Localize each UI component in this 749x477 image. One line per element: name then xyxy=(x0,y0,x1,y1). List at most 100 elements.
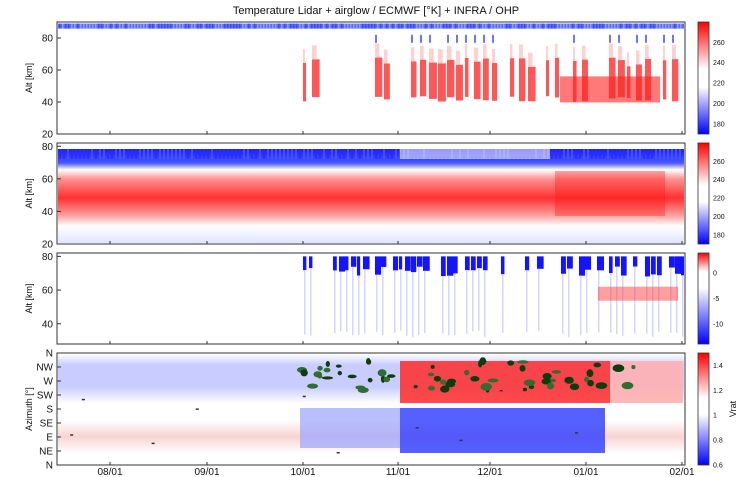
detection-marker xyxy=(519,365,526,372)
airglow-cell xyxy=(140,23,142,29)
ecmwf-cell xyxy=(599,149,601,159)
airglow-cell xyxy=(653,23,655,29)
lidar-profile xyxy=(465,58,469,97)
airglow-cell xyxy=(104,23,106,29)
diff-cold-cell xyxy=(465,256,470,271)
diff-cold-cell xyxy=(357,256,361,276)
airglow-cell xyxy=(512,23,514,29)
ecmwf-cell xyxy=(63,149,65,159)
colorbar-label: Vrat xyxy=(728,400,738,417)
airglow-cell xyxy=(671,23,673,29)
diff-trace xyxy=(676,273,678,333)
diff-cold-cell xyxy=(309,256,313,269)
airglow-cell xyxy=(464,23,466,29)
ecmwf-cell xyxy=(239,149,241,159)
diff-trace xyxy=(400,269,402,331)
ecmwf-cell xyxy=(591,149,593,159)
airglow-cell xyxy=(272,23,274,29)
detection-marker xyxy=(517,360,529,364)
airglow-cell xyxy=(503,23,505,29)
ecmwf-cell xyxy=(99,149,101,159)
diff-cold-cell xyxy=(447,256,454,276)
detection-marker xyxy=(81,398,85,401)
detection-marker xyxy=(317,365,323,371)
diff-cold-cell xyxy=(333,256,337,271)
airglow-cell xyxy=(149,23,151,29)
airglow-cell xyxy=(128,23,130,29)
diff-trace xyxy=(364,269,366,334)
ytick-label: SW xyxy=(37,391,54,402)
airglow-cell xyxy=(233,23,235,29)
lidar-profile-upper xyxy=(411,47,415,62)
lidar-profile-upper xyxy=(312,45,317,60)
airglow-cell xyxy=(248,23,250,29)
airglow-cell xyxy=(596,23,598,29)
lidar-profile xyxy=(492,63,498,101)
diff-cold-cell xyxy=(375,256,382,275)
diff-trace xyxy=(562,273,564,334)
airglow-cell xyxy=(293,23,295,29)
ytick-label: NE xyxy=(39,447,53,458)
ecmwf-cell xyxy=(307,149,309,159)
airglow-cell xyxy=(461,23,463,29)
airglow-cell xyxy=(281,23,283,29)
lidar-profile-upper xyxy=(375,43,380,58)
airglow-cell xyxy=(632,23,634,29)
detection-marker xyxy=(151,442,155,445)
colorbar-1 xyxy=(697,21,710,135)
colorbar-4-tick-label: 0.8 xyxy=(713,438,723,445)
ecmwf-cell xyxy=(275,149,277,159)
airglow-cell xyxy=(650,23,652,29)
ecmwf-cell xyxy=(619,149,621,159)
ecmwf-cell xyxy=(299,149,301,159)
airglow-cell xyxy=(257,23,259,29)
lidar-profile xyxy=(420,59,427,97)
airglow-cell xyxy=(167,23,169,29)
ecmwf-cell xyxy=(607,149,609,159)
airglow-cell xyxy=(401,23,403,29)
diff-cold-cell xyxy=(399,256,403,270)
lidar-profile xyxy=(519,58,526,102)
airglow-cell xyxy=(101,23,103,29)
detection-marker xyxy=(366,357,371,365)
airglow-cell xyxy=(125,23,127,29)
lidar-cold-cell xyxy=(420,34,422,43)
lidar-profile xyxy=(411,61,417,98)
detection-marker xyxy=(459,439,463,442)
lidar-profile-upper xyxy=(528,52,533,67)
diff-trace xyxy=(586,269,588,334)
airglow-cell xyxy=(422,23,424,29)
ecmwf-cell xyxy=(179,149,181,159)
lidar-profile-upper xyxy=(645,44,649,59)
ecmwf-cell xyxy=(663,149,665,159)
airglow-cell xyxy=(155,23,157,29)
airglow-cell xyxy=(185,23,187,29)
airglow-cell xyxy=(386,23,388,29)
airglow-cell xyxy=(659,23,661,29)
ytick-label: SE xyxy=(40,419,54,430)
ecmwf-cell xyxy=(143,149,145,159)
lidar-profile-upper xyxy=(510,44,513,59)
airglow-cell xyxy=(299,23,301,29)
airglow-cell xyxy=(443,23,445,29)
airglow-cell xyxy=(473,23,475,29)
ecmwf-cell xyxy=(587,149,589,159)
colorbar-2-tick-label: 200 xyxy=(713,214,725,221)
airglow-cell xyxy=(383,23,385,29)
airglow-cell xyxy=(677,23,679,29)
airglow-cell xyxy=(170,23,172,29)
airglow-cell xyxy=(458,23,460,29)
detection-marker xyxy=(430,364,435,369)
detection-marker xyxy=(595,382,608,389)
airglow-cell xyxy=(269,23,271,29)
detection-marker xyxy=(464,369,470,376)
airglow-cell xyxy=(416,23,418,29)
detection-marker xyxy=(575,432,579,434)
diff-cold-cell xyxy=(483,256,488,271)
ecmwf-cell xyxy=(363,149,365,159)
lidar-cold-cell xyxy=(492,34,494,43)
lidar-profile xyxy=(474,61,481,100)
airglow-cell xyxy=(566,23,568,29)
lidar-profile xyxy=(510,58,515,97)
